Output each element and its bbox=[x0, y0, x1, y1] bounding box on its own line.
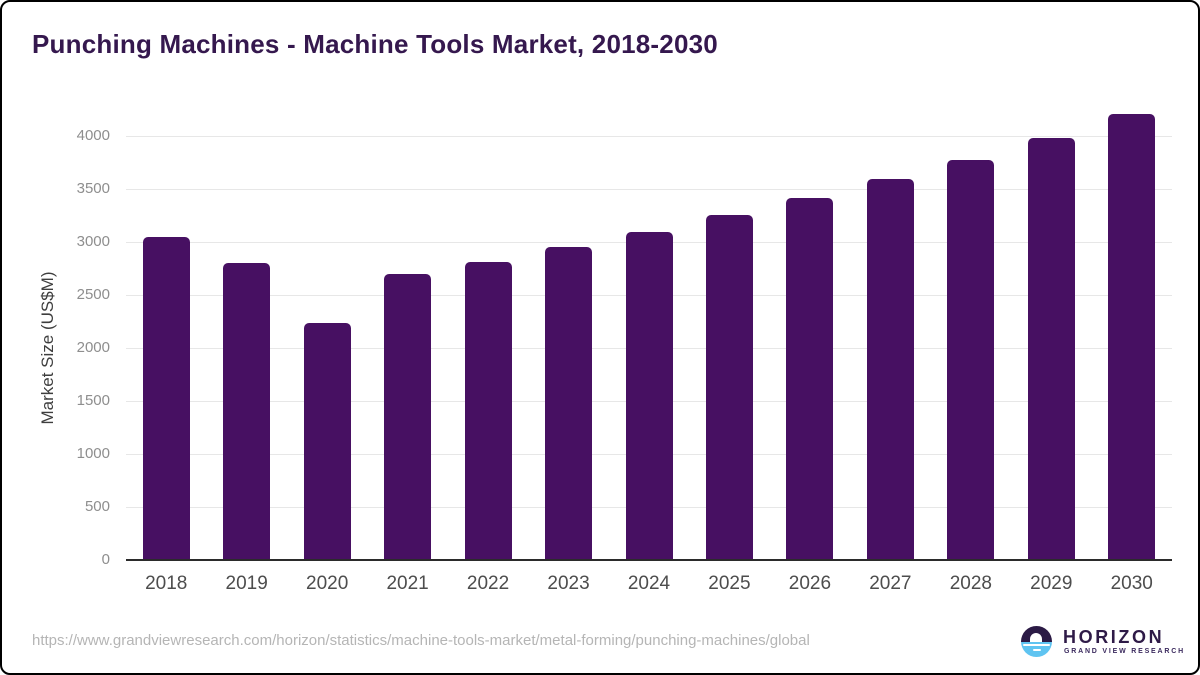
x-tick-label-2019: 2019 bbox=[225, 573, 268, 594]
x-tick-label-2025: 2025 bbox=[708, 573, 751, 594]
horizon-logo: HORIZON GRAND VIEW RESEARCH bbox=[1021, 626, 1183, 666]
bar-2022 bbox=[464, 262, 512, 560]
y-tick-label: 3500 bbox=[76, 180, 110, 198]
logo-reflection-line bbox=[1023, 643, 1050, 647]
bar-2026 bbox=[786, 198, 834, 560]
bar-2018 bbox=[142, 236, 190, 560]
x-tick-label-2020: 2020 bbox=[306, 573, 349, 594]
logo-title: HORIZON bbox=[1063, 627, 1165, 647]
bar-2028 bbox=[947, 159, 995, 560]
gridline-4000 bbox=[126, 136, 1172, 138]
x-tick-label-2026: 2026 bbox=[788, 573, 832, 594]
x-tick-label-2018: 2018 bbox=[145, 573, 188, 594]
y-tick-label: 0 bbox=[101, 550, 110, 568]
x-tick-label-2027: 2027 bbox=[869, 573, 912, 594]
bar-2024 bbox=[625, 231, 673, 560]
y-tick-label: 2000 bbox=[76, 338, 110, 356]
bar-2021 bbox=[384, 274, 432, 560]
x-tick-label-2021: 2021 bbox=[386, 573, 429, 594]
horizon-sunset-circle-icon bbox=[1021, 626, 1052, 657]
logo-sun-cutout bbox=[1030, 633, 1043, 642]
y-tick-label: 3000 bbox=[76, 233, 110, 251]
y-tick-label: 500 bbox=[84, 497, 110, 515]
y-tick-label: 1000 bbox=[76, 444, 110, 462]
x-tick-label-2022: 2022 bbox=[466, 573, 510, 594]
logo-subtitle: GRAND VIEW RESEARCH bbox=[1064, 648, 1185, 655]
x-axis-line bbox=[126, 558, 1172, 561]
y-tick-label: 4000 bbox=[76, 127, 110, 145]
y-tick-label: 1500 bbox=[76, 391, 110, 409]
bar-2030 bbox=[1108, 113, 1156, 560]
gridline-3500 bbox=[126, 189, 1172, 191]
bar-2029 bbox=[1027, 138, 1075, 560]
x-tick-label-2029: 2029 bbox=[1030, 573, 1073, 594]
source-url: https://www.grandviewresearch.com/horizo… bbox=[32, 632, 810, 649]
bar-2023 bbox=[545, 246, 593, 560]
x-tick-label-2024: 2024 bbox=[627, 573, 671, 594]
logo-reflection-dash bbox=[1032, 648, 1041, 651]
bar-2027 bbox=[866, 179, 914, 560]
y-tick-label: 2500 bbox=[76, 286, 110, 303]
x-tick-label-2023: 2023 bbox=[547, 573, 590, 594]
bar-2025 bbox=[705, 215, 753, 560]
x-tick-label-2028: 2028 bbox=[949, 573, 992, 594]
page-title: Punching Machines - Machine Tools Market… bbox=[32, 29, 718, 59]
bar-2019 bbox=[223, 262, 271, 560]
bar-2020 bbox=[303, 322, 351, 560]
x-tick-label-2030: 2030 bbox=[1110, 573, 1153, 594]
